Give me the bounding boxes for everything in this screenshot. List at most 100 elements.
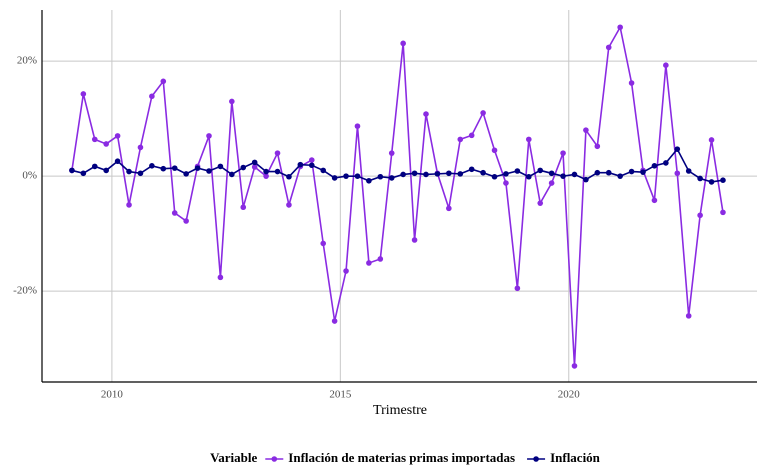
data-point bbox=[594, 169, 601, 176]
data-point bbox=[160, 165, 167, 172]
legend-title: Variable bbox=[210, 450, 257, 465]
data-point bbox=[605, 44, 612, 51]
data-point bbox=[331, 318, 338, 324]
data-point bbox=[274, 150, 281, 156]
data-point bbox=[286, 202, 292, 208]
data-point bbox=[354, 173, 361, 179]
data-point bbox=[160, 78, 167, 85]
data-point bbox=[388, 150, 395, 156]
data-point bbox=[674, 146, 681, 152]
data-point bbox=[583, 127, 589, 133]
data-point bbox=[446, 205, 452, 212]
data-point bbox=[308, 157, 315, 163]
data-point bbox=[126, 168, 132, 175]
data-point bbox=[149, 163, 155, 169]
x-tick-label: 2015 bbox=[329, 389, 352, 401]
data-point bbox=[663, 62, 669, 68]
data-point bbox=[286, 173, 292, 180]
data-point bbox=[149, 93, 155, 100]
legend-dot bbox=[533, 456, 539, 462]
data-point bbox=[514, 285, 521, 292]
data-point bbox=[183, 171, 189, 177]
data-point bbox=[571, 363, 578, 369]
data-point bbox=[320, 240, 327, 247]
data-point bbox=[388, 175, 395, 181]
data-point bbox=[411, 237, 418, 243]
data-point bbox=[548, 170, 555, 177]
data-point bbox=[114, 133, 121, 139]
data-point bbox=[274, 168, 281, 175]
data-point bbox=[80, 170, 87, 177]
data-point bbox=[126, 202, 132, 208]
data-point bbox=[457, 171, 464, 177]
data-point bbox=[708, 137, 715, 143]
y-tick-label: 0% bbox=[22, 170, 37, 182]
data-point bbox=[525, 136, 532, 143]
data-point bbox=[548, 180, 555, 186]
data-point bbox=[685, 313, 692, 319]
data-point bbox=[491, 173, 498, 180]
data-point bbox=[503, 171, 509, 177]
data-point bbox=[377, 173, 384, 180]
data-point bbox=[685, 168, 692, 174]
x-tick-label: 2020 bbox=[558, 389, 581, 401]
data-point bbox=[423, 171, 429, 178]
data-point bbox=[480, 110, 486, 116]
data-point bbox=[137, 144, 144, 151]
x-axis-label: Trimestre bbox=[373, 403, 427, 418]
data-point bbox=[308, 162, 315, 169]
data-point bbox=[251, 159, 258, 166]
data-point bbox=[434, 171, 441, 177]
data-point bbox=[651, 163, 658, 169]
data-point bbox=[491, 147, 498, 154]
data-point bbox=[80, 91, 87, 97]
y-tick-label: 20% bbox=[17, 55, 37, 67]
data-point bbox=[708, 179, 715, 185]
data-point bbox=[331, 175, 338, 181]
data-point bbox=[720, 177, 726, 183]
data-point bbox=[229, 171, 235, 178]
data-point bbox=[137, 170, 144, 177]
data-point bbox=[206, 168, 212, 174]
data-point bbox=[171, 210, 178, 216]
data-point bbox=[468, 132, 475, 139]
data-point bbox=[674, 170, 681, 177]
data-point bbox=[423, 111, 429, 117]
data-point bbox=[560, 173, 566, 179]
data-point bbox=[628, 80, 635, 86]
data-point bbox=[640, 169, 646, 175]
x-tick-label: 2010 bbox=[101, 389, 124, 401]
data-point bbox=[297, 161, 304, 168]
data-point bbox=[229, 98, 235, 105]
legend-label: Inflación bbox=[550, 450, 601, 465]
data-point bbox=[560, 150, 566, 156]
data-point bbox=[663, 160, 669, 166]
data-point bbox=[343, 173, 349, 179]
data-point bbox=[354, 123, 361, 129]
data-point bbox=[480, 169, 486, 176]
legend-dot bbox=[271, 456, 278, 462]
data-point bbox=[651, 197, 658, 204]
data-point bbox=[320, 167, 327, 174]
data-point bbox=[377, 256, 384, 262]
data-point bbox=[240, 164, 247, 171]
data-point bbox=[263, 168, 269, 175]
data-point bbox=[446, 170, 452, 177]
legend: Variable Inflación de materias primas imp… bbox=[210, 450, 601, 465]
data-point bbox=[217, 274, 224, 281]
data-point bbox=[194, 165, 201, 171]
data-point bbox=[91, 136, 98, 143]
data-point bbox=[103, 141, 109, 147]
data-point bbox=[537, 200, 544, 206]
data-point bbox=[366, 260, 372, 266]
data-point bbox=[583, 176, 589, 183]
data-point bbox=[537, 167, 544, 174]
data-point bbox=[183, 218, 189, 224]
data-point bbox=[697, 212, 703, 219]
data-point bbox=[217, 163, 224, 170]
data-point bbox=[91, 163, 98, 170]
data-point bbox=[605, 169, 612, 176]
series-line bbox=[71, 25, 724, 366]
data-point bbox=[525, 173, 532, 180]
